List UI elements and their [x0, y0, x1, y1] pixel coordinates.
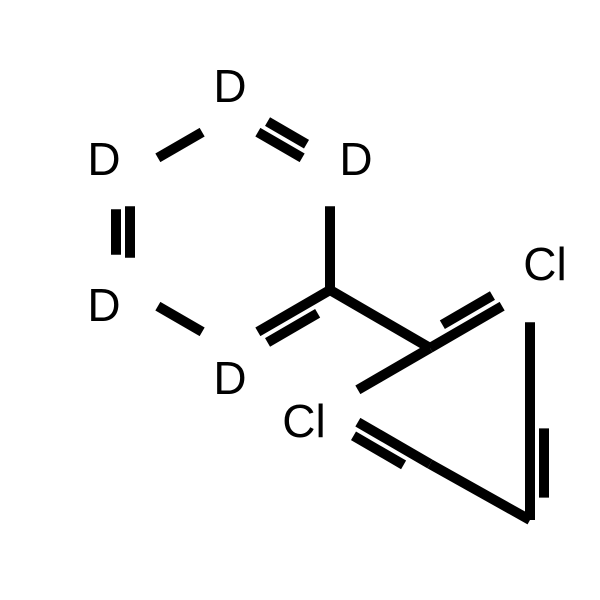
bonds-layer: [116, 122, 544, 520]
atom-label-d: D: [87, 279, 120, 331]
bond: [358, 348, 430, 390]
edge-fade-bottom: [0, 564, 600, 600]
atom-label-d: D: [87, 133, 120, 185]
edge-fade-left: [0, 0, 36, 600]
edge-fade-top: [0, 0, 600, 36]
atom-label-d: D: [213, 352, 246, 404]
bond: [158, 132, 202, 158]
atom-label-cl: Cl: [282, 395, 325, 447]
atom-label-cl: Cl: [523, 238, 566, 290]
bond: [158, 306, 202, 332]
bond: [430, 464, 530, 520]
edge-fade-right: [564, 0, 600, 600]
atom-label-d: D: [339, 133, 372, 185]
chemical-structure-diagram: D D D D D Cl Cl: [0, 0, 600, 600]
atom-label-d: D: [213, 60, 246, 112]
bond: [330, 290, 430, 348]
